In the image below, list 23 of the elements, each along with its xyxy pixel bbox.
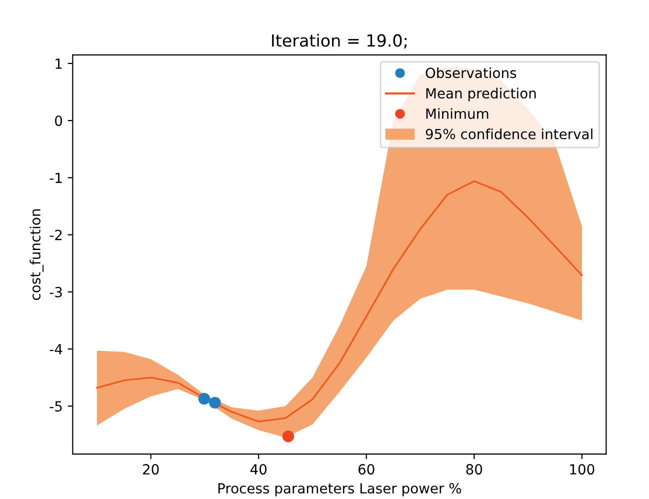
y-tick-label: -4 [50,344,62,354]
chart-title: Iteration = 19.0; [272,34,406,48]
annotation: 95% confidence interval [426,128,592,140]
x-tick-label: 20 [143,464,159,475]
legend-label: Mean prediction [426,88,536,102]
x-tick-label: 100 [570,464,594,475]
point [282,430,294,442]
y-tick-label: -1 [50,172,62,183]
y-tick-label: -3 [50,286,62,298]
legend-label: Observations [426,67,516,78]
x-axis-title: Process parameters Laser power % [218,483,462,496]
x-tick-label: 80 [466,464,482,475]
y-axis-title: cost_function [30,209,44,300]
x-tick-label: 40 [250,464,267,475]
point [198,392,210,405]
y-tick-label: -2 [50,230,62,240]
y-tick-label: 1 [56,58,62,69]
line-series [96,180,583,422]
y-tick-label: -5 [50,401,62,412]
point [209,396,221,409]
x-tick-label: 60 [358,464,374,475]
legend-label: Minimum [426,108,488,119]
y-tick-label: 0 [55,116,62,126]
